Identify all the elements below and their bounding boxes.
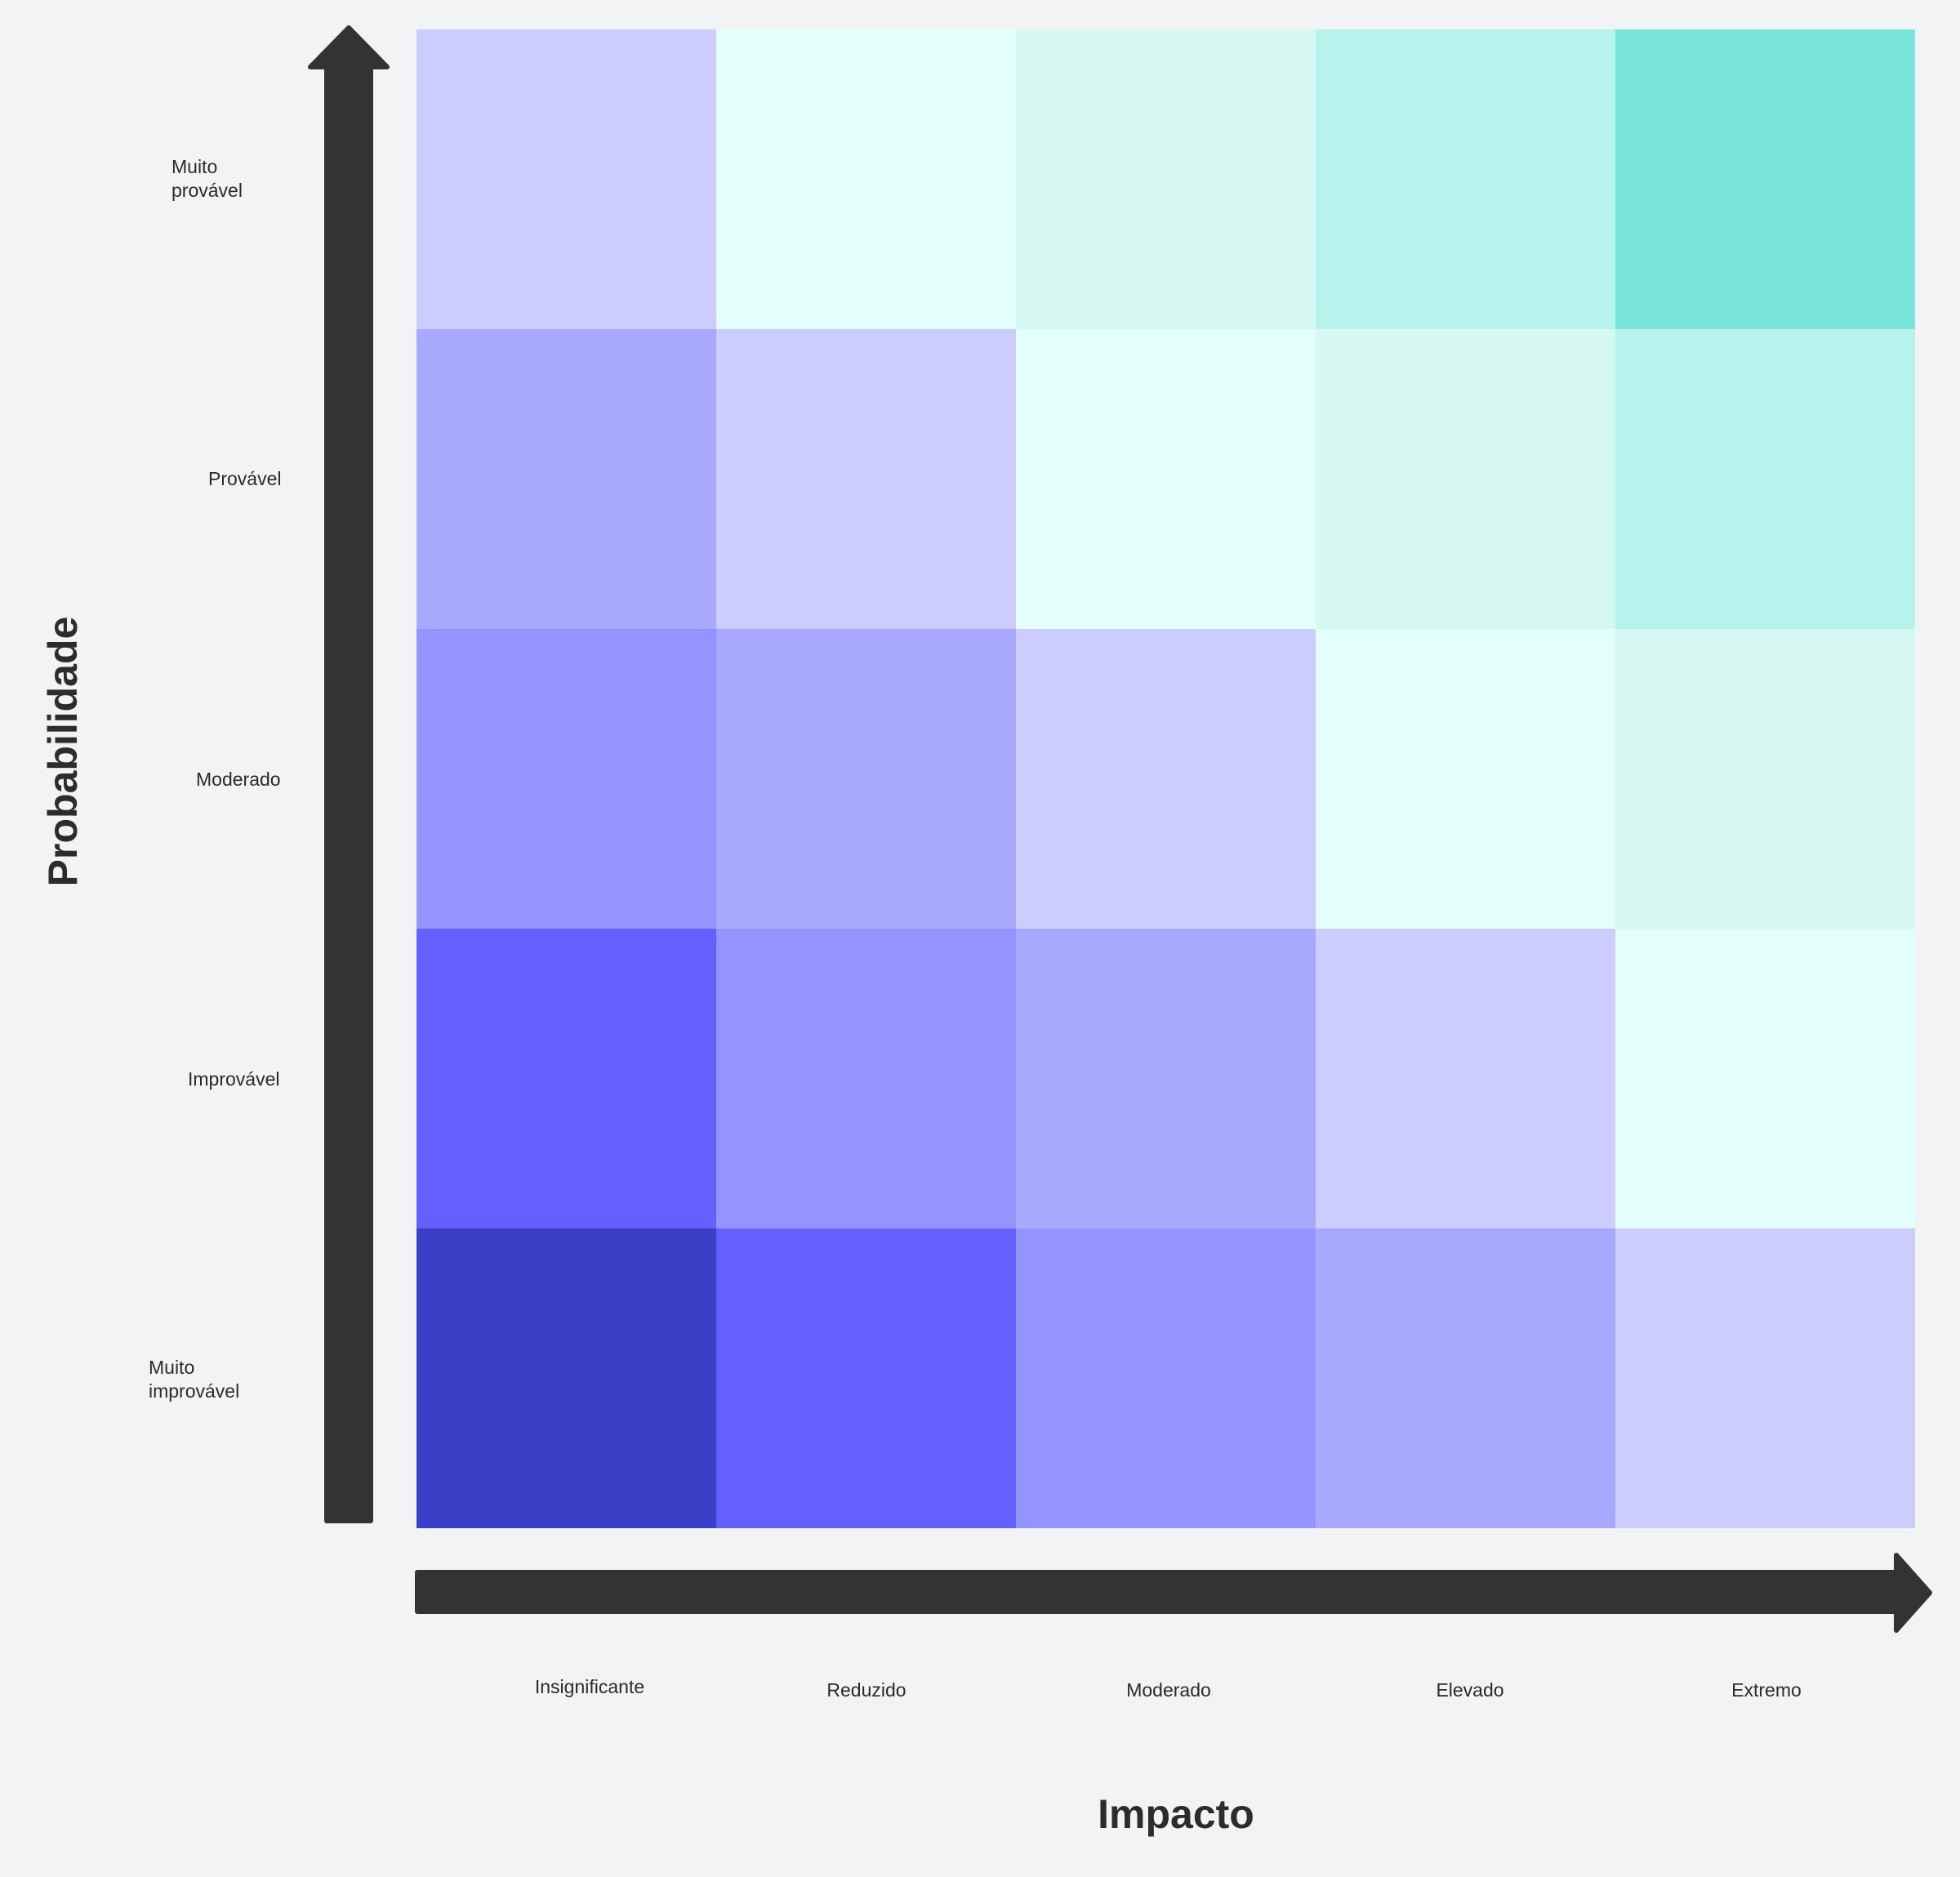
matrix-cell-r4-c2 xyxy=(716,929,1016,1228)
impact-arrow-shape xyxy=(415,1553,1932,1633)
impact-axis-title: Impacto xyxy=(1098,1791,1254,1837)
probability-axis-title: Probabilidade xyxy=(40,616,86,887)
x-tick-reduzido: Reduzido xyxy=(826,1679,906,1701)
matrix-cell-r5-c2 xyxy=(716,1228,1016,1528)
matrix-cell-r3-c1 xyxy=(416,629,716,929)
matrix-cell-r1-c5 xyxy=(1615,29,1915,329)
y-tick-muito-provavel: Muito provável xyxy=(172,156,243,201)
matrix-cell-r4-c1 xyxy=(416,929,716,1228)
matrix-cell-r2-c3 xyxy=(1016,329,1316,629)
matrix-cell-r3-c5 xyxy=(1615,629,1915,929)
matrix-cell-r2-c4 xyxy=(1316,329,1615,629)
matrix-cell-r1-c4 xyxy=(1316,29,1615,329)
matrix-cell-r2-c2 xyxy=(716,329,1016,629)
risk-matrix xyxy=(416,29,1915,1528)
matrix-cell-r3-c2 xyxy=(716,629,1016,929)
matrix-cell-r1-c3 xyxy=(1016,29,1316,329)
matrix-cell-r5-c1 xyxy=(416,1228,716,1528)
x-tick-moderado: Moderado xyxy=(1126,1679,1211,1701)
matrix-cell-r2-c1 xyxy=(416,329,716,629)
matrix-cell-r1-c1 xyxy=(416,29,716,329)
matrix-cell-r4-c4 xyxy=(1316,929,1615,1228)
probability-arrow-shape xyxy=(308,25,390,1523)
matrix-cell-r5-c5 xyxy=(1615,1228,1915,1528)
matrix-cell-r4-c3 xyxy=(1016,929,1316,1228)
y-tick-provavel: Provável xyxy=(208,468,282,489)
x-tick-elevado: Elevado xyxy=(1436,1679,1504,1701)
x-tick-insignificante: Insignificante xyxy=(534,1676,645,1697)
matrix-cell-r3-c3 xyxy=(1016,629,1316,929)
matrix-cell-r5-c3 xyxy=(1016,1228,1316,1528)
matrix-cell-r2-c5 xyxy=(1615,329,1915,629)
matrix-cell-r3-c4 xyxy=(1316,629,1615,929)
matrix-cell-r5-c4 xyxy=(1316,1228,1615,1528)
y-tick-moderado: Moderado xyxy=(196,769,281,790)
x-tick-extremo: Extremo xyxy=(1731,1679,1802,1701)
matrix-cell-r4-c5 xyxy=(1615,929,1915,1228)
matrix-cell-r1-c2 xyxy=(716,29,1016,329)
y-tick-muito-improvavel: Muito improvável xyxy=(149,1357,240,1402)
y-tick-improvavel: Improvável xyxy=(188,1068,280,1090)
